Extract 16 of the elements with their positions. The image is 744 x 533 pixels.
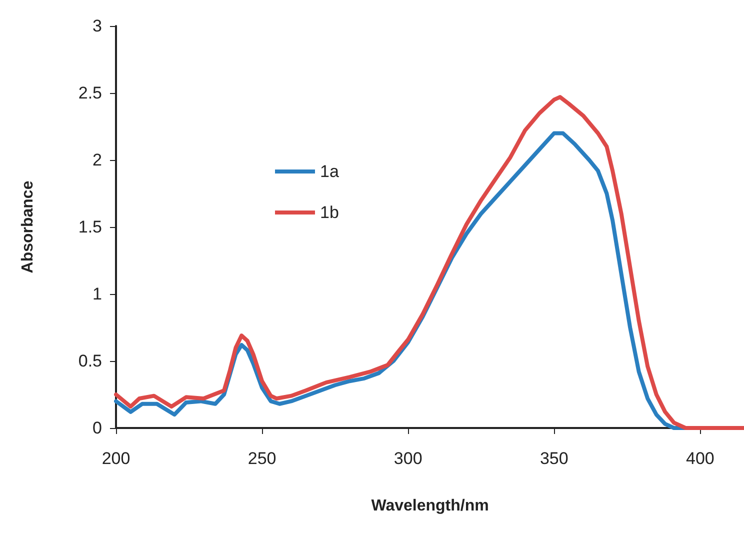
x-tick-label: 300 [394,449,422,468]
y-axis-title: Absorbance [20,180,36,274]
y-tick-label: 0.5 [78,352,102,370]
legend-label: 1a [320,162,340,181]
x-axis-title: Wavelength/nm [371,498,489,514]
y-tick-label: 3 [92,16,102,36]
x-tick-label: 350 [540,449,568,468]
x-tick-label: 200 [102,449,130,468]
y-tick-label: 1.5 [78,218,102,236]
legend-label: 1b [320,203,339,222]
y-tick-label: 2 [92,150,102,170]
x-tick-label: 250 [248,449,276,468]
y-tick-label: 2.5 [78,84,102,102]
y-tick-label: 1 [92,284,102,304]
x-tick-label: 400 [686,449,714,468]
y-tick-label: 0 [92,418,102,438]
